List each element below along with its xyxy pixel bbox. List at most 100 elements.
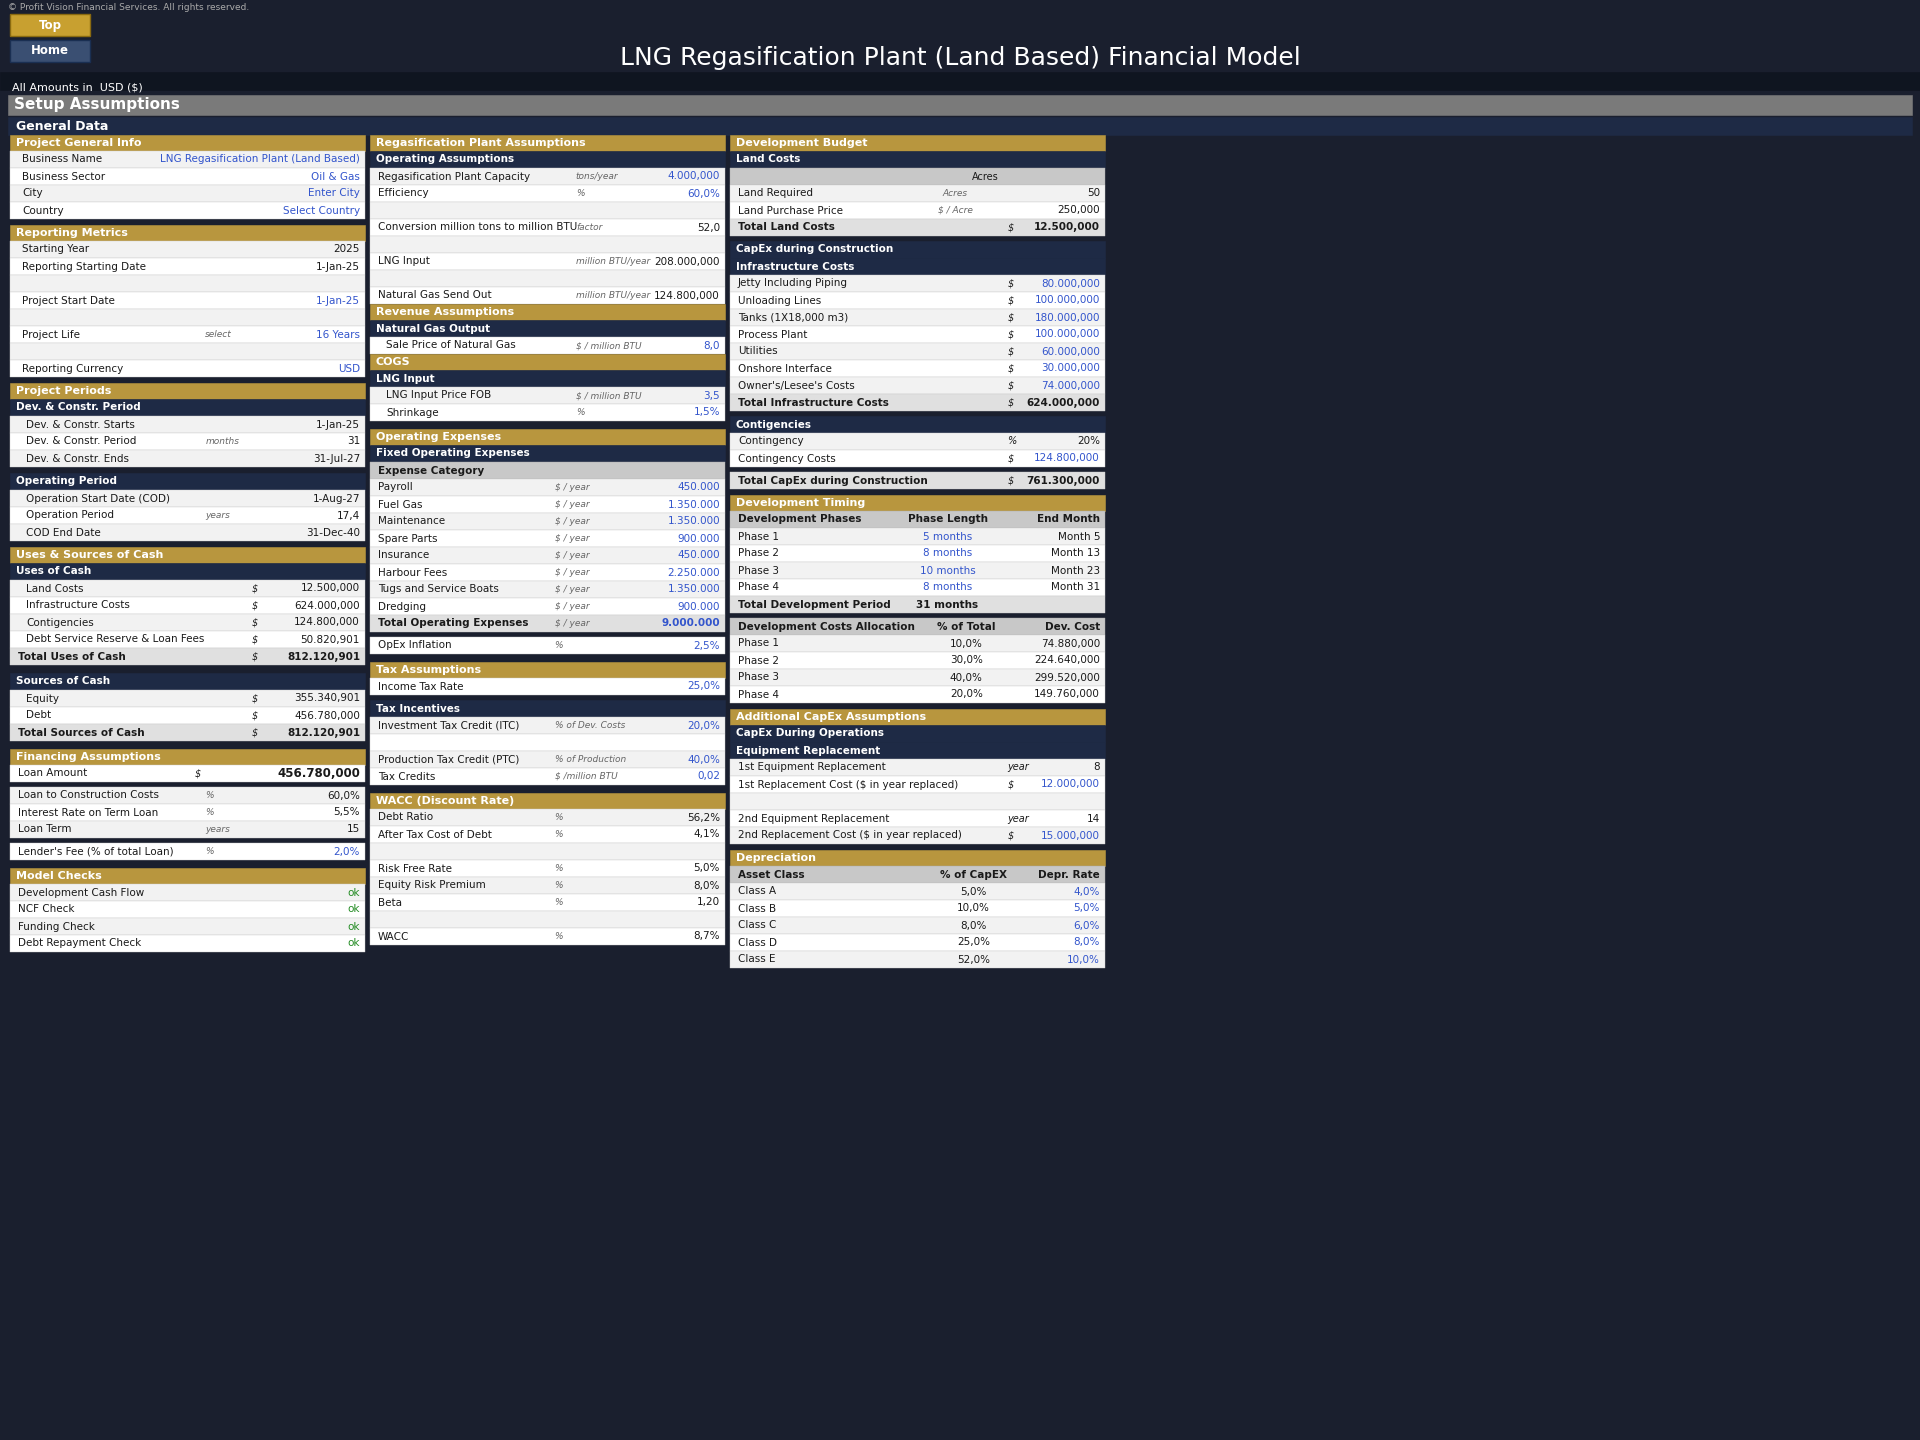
Text: $: $ [1008, 475, 1014, 485]
Text: 208.000,000: 208.000,000 [655, 256, 720, 266]
Text: 31: 31 [348, 436, 361, 446]
Text: Class D: Class D [737, 937, 778, 948]
Text: Land Purchase Price: Land Purchase Price [737, 206, 843, 216]
Bar [10, 399, 365, 416]
Text: 2,0%: 2,0% [334, 847, 361, 857]
Bar [730, 670, 1106, 685]
Text: 450.000: 450.000 [678, 550, 720, 560]
Text: Phase 2: Phase 2 [737, 549, 780, 559]
Text: 456.780,000: 456.780,000 [294, 710, 361, 720]
Bar [10, 884, 365, 901]
Bar [10, 14, 90, 36]
Text: 1-Jan-25: 1-Jan-25 [317, 295, 361, 305]
Bar [730, 219, 1106, 236]
Bar [371, 615, 726, 632]
Bar [10, 472, 365, 490]
Bar [10, 507, 365, 524]
Bar [10, 563, 365, 580]
Text: Unloading Lines: Unloading Lines [737, 295, 822, 305]
Text: 50: 50 [1087, 189, 1100, 199]
Text: Loan Term: Loan Term [17, 825, 71, 835]
Text: %: % [576, 408, 584, 418]
Text: 10,0%: 10,0% [1068, 955, 1100, 965]
Text: Uses & Sources of Cash: Uses & Sources of Cash [15, 550, 163, 560]
Text: 812.120,901: 812.120,901 [286, 651, 361, 661]
Bar [10, 613, 365, 631]
Bar [730, 935, 1106, 950]
Text: Infrastructure Costs: Infrastructure Costs [27, 600, 131, 611]
Bar [10, 842, 365, 860]
Text: 761.300,000: 761.300,000 [1027, 475, 1100, 485]
Text: Fixed Operating Expenses: Fixed Operating Expenses [376, 448, 530, 458]
Bar [371, 287, 726, 304]
Bar [10, 919, 365, 935]
Text: Total Uses of Cash: Total Uses of Cash [17, 651, 125, 661]
Text: Operating Assumptions: Operating Assumptions [376, 154, 515, 164]
Bar [10, 360, 365, 377]
Text: CapEx During Operations: CapEx During Operations [735, 729, 883, 739]
Text: LNG Regasification Plant (Land Based) Financial Model: LNG Regasification Plant (Land Based) Fi… [620, 46, 1300, 71]
Text: OpEx Inflation: OpEx Inflation [378, 641, 451, 651]
Text: Tanks (1X18,000 m3): Tanks (1X18,000 m3) [737, 312, 849, 323]
Text: Natural Gas Output: Natural Gas Output [376, 324, 490, 334]
Text: Contigencies: Contigencies [735, 419, 812, 429]
Bar [10, 524, 365, 541]
Bar [10, 184, 365, 202]
Bar [371, 927, 726, 945]
Text: Owner's/Lesee's Costs: Owner's/Lesee's Costs [737, 380, 854, 390]
Text: 20,0%: 20,0% [687, 720, 720, 730]
Bar [10, 672, 365, 690]
Text: Total CapEx during Construction: Total CapEx during Construction [737, 475, 927, 485]
Bar [371, 370, 726, 387]
Text: $ / year: $ / year [555, 517, 589, 526]
Text: Phase 3: Phase 3 [737, 672, 780, 683]
Text: % of CapEX: % of CapEX [941, 870, 1008, 880]
Bar [371, 405, 726, 420]
Text: Phase 4: Phase 4 [737, 583, 780, 592]
Bar [371, 717, 726, 734]
Text: Oil & Gas: Oil & Gas [311, 171, 361, 181]
Bar [10, 383, 365, 399]
Text: Month 5: Month 5 [1058, 531, 1100, 541]
Text: factor: factor [576, 223, 603, 232]
Text: Land Costs: Land Costs [735, 154, 801, 164]
Text: Onshore Interface: Onshore Interface [737, 363, 831, 373]
Text: Month 31: Month 31 [1050, 583, 1100, 592]
Text: Regasification Plant Capacity: Regasification Plant Capacity [378, 171, 530, 181]
Bar [730, 528, 1106, 544]
Text: Maintenance: Maintenance [378, 517, 445, 527]
Bar [371, 912, 726, 927]
Text: Equity Risk Premium: Equity Risk Premium [378, 880, 486, 890]
Text: 60.000,000: 60.000,000 [1041, 347, 1100, 357]
Text: $ / year: $ / year [555, 552, 589, 560]
Text: End Month: End Month [1037, 514, 1100, 524]
Text: Fuel Gas: Fuel Gas [378, 500, 422, 510]
Bar [371, 236, 726, 253]
Text: 5 months: 5 months [924, 531, 972, 541]
Bar [371, 827, 726, 842]
Text: Uses of Cash: Uses of Cash [15, 566, 92, 576]
Bar [730, 708, 1106, 724]
Bar [0, 72, 1920, 89]
Bar [371, 636, 726, 654]
Text: 60,0%: 60,0% [326, 791, 361, 801]
Bar [371, 219, 726, 236]
Bar [10, 292, 365, 310]
Text: Setup Assumptions: Setup Assumptions [13, 98, 180, 112]
Text: Operation Period: Operation Period [27, 511, 113, 520]
Text: Operating Period: Operating Period [15, 477, 117, 487]
Text: 8: 8 [1092, 763, 1100, 772]
Bar [10, 490, 365, 507]
Text: $ / year: $ / year [555, 482, 589, 492]
Bar [730, 449, 1106, 467]
Text: LNG Input: LNG Input [378, 256, 430, 266]
Text: COD End Date: COD End Date [27, 527, 100, 537]
Bar [730, 511, 1106, 528]
Text: 4,0%: 4,0% [1073, 887, 1100, 897]
Bar [730, 275, 1106, 292]
Text: Operating Expenses: Operating Expenses [376, 432, 501, 442]
Text: Beta: Beta [378, 897, 401, 907]
Text: Natural Gas Send Out: Natural Gas Send Out [378, 291, 492, 301]
Text: 1,5%: 1,5% [693, 408, 720, 418]
Text: 124.800,000: 124.800,000 [1035, 454, 1100, 464]
